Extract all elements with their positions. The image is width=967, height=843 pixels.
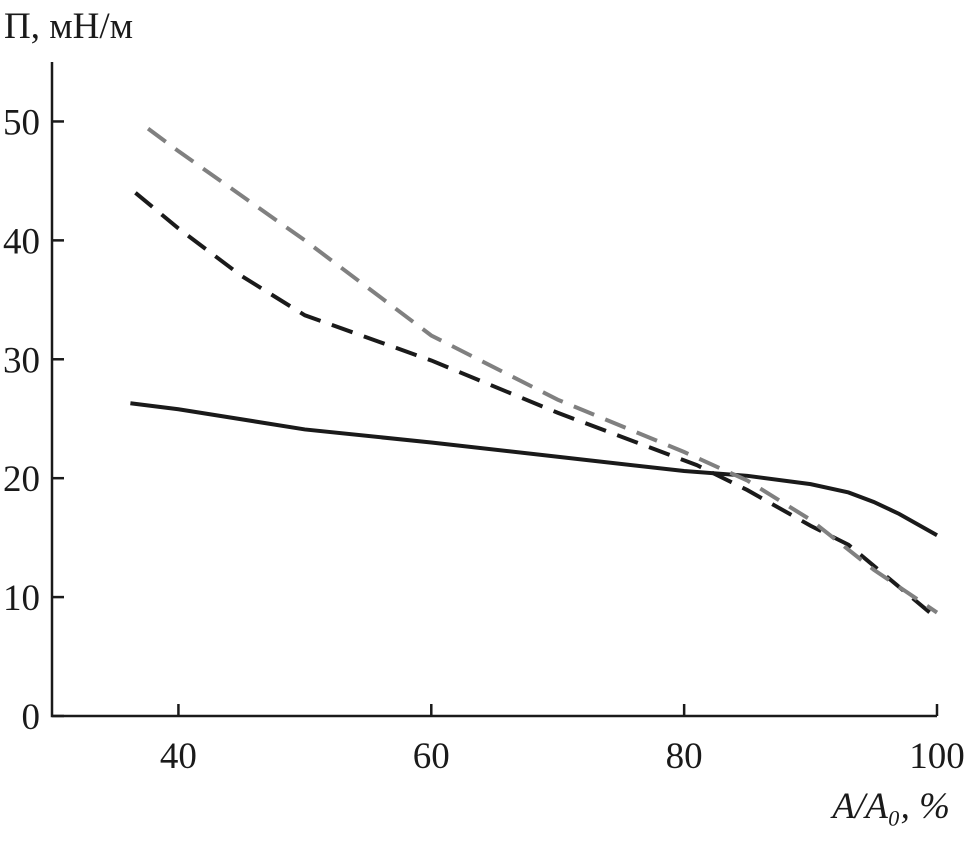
x-tick-label: 100	[909, 736, 965, 777]
y-tick-label: 0	[22, 697, 41, 738]
line	[146, 126, 939, 615]
x-tick-label: 40	[160, 736, 197, 777]
y-tick-label: 10	[3, 578, 40, 619]
y-axis-label: П, мН/м	[4, 6, 133, 47]
x-tick-label: 80	[666, 736, 703, 777]
x-tick-label: 60	[413, 736, 450, 777]
x-axis-label: A/A₀, %	[829, 786, 950, 827]
y-tick-label: 20	[3, 459, 40, 500]
y-tick-label: 40	[3, 221, 40, 262]
axes	[50, 62, 937, 718]
y-tick-label: 50	[3, 102, 40, 143]
y-tick-label: 30	[3, 340, 40, 381]
line	[130, 401, 938, 537]
line	[134, 191, 939, 621]
